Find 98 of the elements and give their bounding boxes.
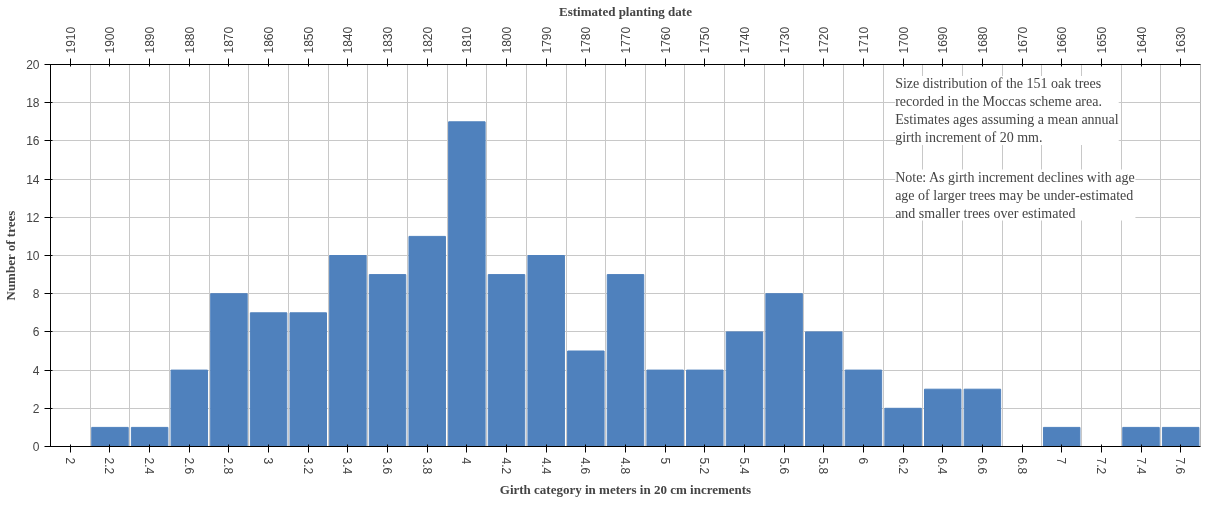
x2-tick-label: 1880 (182, 26, 197, 54)
x-tick-label: 3.4 (340, 457, 355, 475)
x-tick-label: 3.2 (300, 457, 315, 475)
bar (686, 369, 724, 447)
annotation: Size distribution of the 151 oak trees recorded in the Moccas scheme area. Estimates ages assuming a mean annual girth increment of 20 mm. (895, 75, 1119, 145)
bar (527, 255, 565, 447)
x2-tick-label: 1820 (420, 26, 435, 54)
bar (924, 388, 962, 447)
x2-tick-label: 1910 (63, 26, 78, 54)
x-tick-label: 6.4 (935, 457, 950, 475)
bar (1122, 426, 1160, 447)
bar (567, 350, 605, 447)
x-tick-label: 2.4 (142, 457, 157, 475)
x2-tick-label: 1760 (658, 26, 673, 54)
x-tick-label: 4.2 (499, 457, 514, 475)
x2-tick-label: 1860 (262, 26, 277, 54)
y-tick-label: 10 (26, 249, 40, 263)
bar (1042, 426, 1081, 447)
bar (844, 369, 883, 447)
y-axis-title: Number of trees (3, 210, 19, 301)
x-tick-label: 2.6 (181, 457, 196, 475)
bar (249, 312, 288, 447)
bar (289, 312, 327, 447)
x-tick-label: 7.6 (1173, 457, 1188, 475)
bar (606, 274, 645, 447)
x-tick-label: 7 (1054, 457, 1069, 465)
x-tick-label: 4.8 (618, 457, 632, 475)
x-tick-label: 6 (855, 457, 870, 465)
x-tick-label: 6.8 (1014, 457, 1029, 475)
y-tick-label: 14 (26, 172, 40, 187)
x2-tick-label: 1780 (579, 26, 594, 54)
x2-tick-label: 1670 (1015, 26, 1030, 54)
x-tick-label: 7.2 (1093, 457, 1108, 475)
x-tick-label: 4.6 (578, 457, 593, 475)
x-tick-label: 6.2 (895, 457, 910, 475)
bar (368, 274, 407, 447)
x-tick-label: 5.2 (697, 457, 712, 475)
x2-tick-label: 1650 (1094, 26, 1109, 54)
x2-tick-label: 1690 (936, 26, 951, 54)
annotation: Note: As girth increment declines with age age of larger trees may be under-estimated and smaller trees over estimated (895, 169, 1135, 221)
y-tick-label: 4 (32, 363, 40, 378)
x-tick-label: 4.4 (538, 457, 553, 475)
bar (963, 388, 1002, 447)
x2-tick-label: 1700 (896, 26, 911, 54)
x2-tick-label: 1900 (103, 26, 118, 54)
x2-tick-label: 1680 (975, 26, 990, 54)
x2-tick-label: 1770 (619, 26, 633, 54)
y-tick-label: 16 (26, 134, 40, 149)
y-tick-label: 20 (26, 58, 40, 72)
x-tick-label: 3.6 (380, 457, 395, 475)
x-tick-label: 5.4 (736, 457, 751, 475)
x-tick-label: 5.6 (776, 457, 791, 475)
x2-tick-label: 1890 (143, 26, 158, 54)
x2-tick-label: 1800 (500, 26, 515, 54)
y-tick-label: 12 (26, 210, 40, 225)
bar (408, 235, 446, 447)
x2-tick-label: 1810 (460, 26, 475, 54)
x2-tick-label: 1630 (1174, 26, 1189, 54)
bar (210, 293, 248, 447)
x-tick-label: 7.4 (1133, 457, 1148, 475)
x-tick-label: 2 (62, 457, 77, 465)
x2-tick-label: 1710 (856, 26, 871, 54)
bar (725, 331, 764, 447)
x2-tick-label: 1660 (1055, 26, 1070, 54)
x2-tick-label: 1870 (222, 26, 237, 54)
x2-tick-label: 1840 (341, 26, 356, 54)
x2-tick-label: 1790 (539, 26, 554, 54)
x2-tick-label: 1640 (1134, 26, 1149, 54)
x-axis-title: Girth category in meters in 20 cm increments (499, 482, 752, 498)
x2-tick-label: 1750 (698, 26, 713, 54)
x-tick-label: 6.6 (974, 457, 989, 475)
bar (91, 426, 129, 447)
bar (1161, 426, 1200, 447)
x2-axis-title: Estimated planting date (559, 3, 693, 19)
bar (884, 407, 922, 447)
x-tick-label: 2.2 (102, 457, 117, 475)
bar (805, 331, 843, 447)
y-tick-label: 6 (32, 325, 40, 340)
x2-tick-label: 1850 (301, 26, 316, 54)
bar (765, 293, 803, 447)
y-tick-label: 0 (32, 440, 40, 454)
x2-tick-label: 1830 (381, 26, 396, 54)
x-tick-label: 4 (459, 457, 474, 465)
y-tick-label: 8 (32, 287, 40, 302)
x2-tick-label: 1730 (777, 26, 792, 54)
x-tick-label: 3.8 (419, 457, 434, 475)
bar (646, 369, 684, 447)
x-tick-label: 5.8 (816, 457, 831, 475)
bar (448, 121, 486, 447)
bar (487, 274, 526, 447)
x-tick-label: 2.8 (221, 457, 236, 475)
y-tick-label: 2 (32, 401, 40, 416)
x-tick-label: 5 (657, 457, 672, 465)
x2-tick-label: 1740 (737, 26, 752, 54)
x2-tick-label: 1720 (817, 26, 832, 54)
bar (329, 255, 367, 447)
y-tick-label: 18 (26, 96, 40, 111)
x-tick-label: 3 (261, 457, 276, 465)
